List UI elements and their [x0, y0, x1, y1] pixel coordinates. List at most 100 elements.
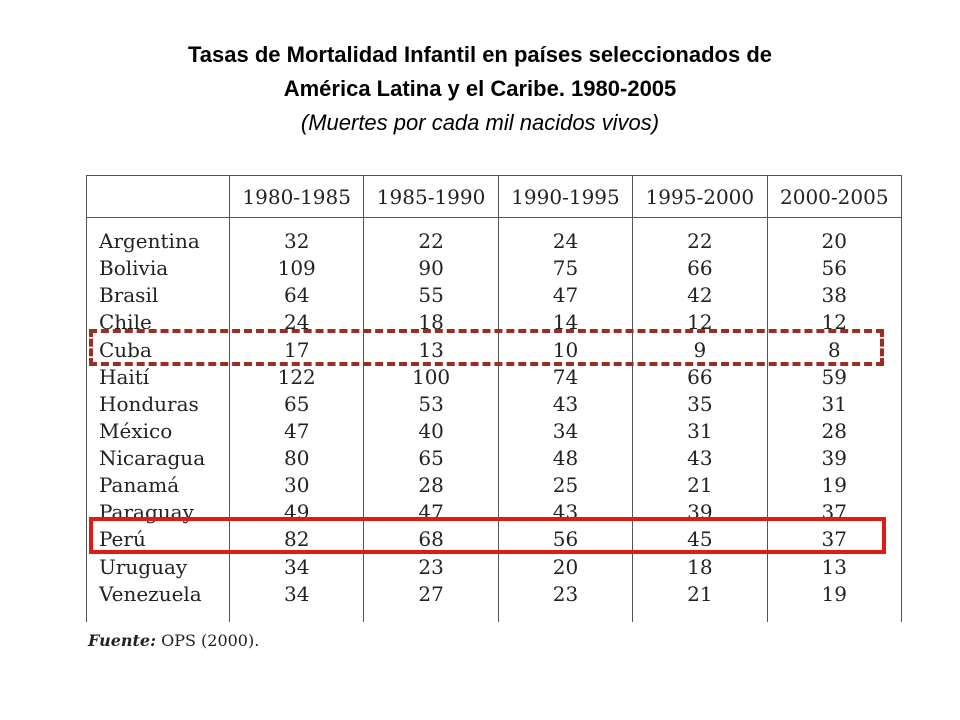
- table-row: Venezuela 34 27 23 21 19: [86, 580, 903, 622]
- value-cell: 122: [228, 363, 365, 391]
- value-cell: 9: [632, 336, 768, 364]
- header-corner-cell: [86, 175, 230, 218]
- table-row: Bolivia 109 90 75 66 56: [86, 255, 903, 283]
- value-cell: 23: [497, 580, 634, 622]
- value-cell: 21: [632, 472, 768, 500]
- value-cell: 65: [363, 445, 499, 473]
- value-cell: 66: [632, 255, 768, 283]
- country-cell: Honduras: [86, 390, 230, 418]
- value-cell: 65: [228, 390, 365, 418]
- table-row: Perú 82 68 56 45 37: [86, 526, 903, 554]
- value-cell: 43: [497, 390, 634, 418]
- value-cell: 32: [228, 217, 365, 256]
- table-row: Honduras 65 53 43 35 31: [86, 390, 903, 418]
- value-cell: 39: [766, 445, 903, 473]
- value-cell: 21: [632, 580, 768, 622]
- column-header: 2000-2005: [766, 175, 903, 218]
- value-cell: 27: [363, 580, 499, 622]
- value-cell: 53: [363, 390, 499, 418]
- mortality-table: 1980-1985 1985-1990 1990-1995 1995-2000 …: [86, 175, 903, 622]
- value-cell: 25: [497, 472, 634, 500]
- mortality-table-wrapper: 1980-1985 1985-1990 1990-1995 1995-2000 …: [86, 175, 903, 622]
- table-row: Paraguay 49 47 43 39 37: [86, 499, 903, 527]
- value-cell: 55: [363, 282, 499, 310]
- cuba-highlight-box: [89, 329, 884, 366]
- value-cell: 22: [632, 217, 768, 256]
- table-row: Cuba 17 13 10 9 8: [86, 336, 903, 364]
- column-header: 1985-1990: [363, 175, 499, 218]
- value-cell: 56: [766, 255, 903, 283]
- value-cell: 20: [497, 553, 634, 581]
- column-header: 1990-1995: [497, 175, 634, 218]
- value-cell: 68: [363, 526, 499, 554]
- value-cell: 64: [228, 282, 365, 310]
- table-row: Argentina 32 22 24 22 20: [86, 217, 903, 256]
- value-cell: 43: [632, 445, 768, 473]
- value-cell: 28: [766, 417, 903, 446]
- value-cell: 47: [228, 417, 365, 446]
- value-cell: 100: [363, 363, 499, 391]
- country-cell: México: [86, 417, 230, 446]
- table-row: Haití 122 100 74 66 59: [86, 363, 903, 391]
- country-cell: Perú: [86, 526, 230, 554]
- table-row: Panamá 30 28 25 21 19: [86, 472, 903, 500]
- value-cell: 47: [497, 282, 634, 310]
- value-cell: 48: [497, 445, 634, 473]
- value-cell: 80: [228, 445, 365, 473]
- source-note: Fuente: OPS (2000).: [88, 631, 259, 650]
- value-cell: 8: [766, 336, 903, 364]
- value-cell: 75: [497, 255, 634, 283]
- country-cell: Panamá: [86, 472, 230, 500]
- table-body: Argentina 32 22 24 22 20 Bolivia 109 90 75 66 56 Bra…: [86, 217, 903, 622]
- value-cell: 20: [766, 217, 903, 256]
- country-cell: Argentina: [86, 217, 230, 256]
- value-cell: 34: [228, 553, 365, 581]
- value-cell: 34: [228, 580, 365, 622]
- value-cell: 59: [766, 363, 903, 391]
- value-cell: 23: [363, 553, 499, 581]
- slide-subtitle: (Muertes por cada mil nacidos vivos): [300, 110, 660, 135]
- value-cell: 45: [632, 526, 768, 554]
- value-cell: 35: [632, 390, 768, 418]
- value-cell: 37: [766, 499, 903, 527]
- slide-title: Tasas de Mortalidad Infantil en países s…: [0, 38, 960, 106]
- country-cell: Haití: [86, 363, 230, 391]
- title-line-1: Tasas de Mortalidad Infantil en países s…: [188, 42, 772, 67]
- table-row: Nicaragua 80 65 48 43 39: [86, 445, 903, 473]
- country-cell: Bolivia: [86, 255, 230, 283]
- value-cell: 47: [363, 499, 499, 527]
- value-cell: 19: [766, 472, 903, 500]
- value-cell: 13: [363, 336, 499, 364]
- country-cell: Nicaragua: [86, 445, 230, 473]
- value-cell: 40: [363, 417, 499, 446]
- value-cell: 82: [228, 526, 365, 554]
- country-cell: Uruguay: [86, 553, 230, 581]
- column-header: 1995-2000: [632, 175, 768, 218]
- value-cell: 38: [766, 282, 903, 310]
- source-label: Fuente:: [88, 631, 156, 650]
- value-cell: 31: [766, 390, 903, 418]
- country-cell: Brasil: [86, 282, 230, 310]
- value-cell: 18: [632, 553, 768, 581]
- value-cell: 22: [363, 217, 499, 256]
- value-cell: 90: [363, 255, 499, 283]
- value-cell: 42: [632, 282, 768, 310]
- column-header: 1980-1985: [228, 175, 365, 218]
- country-cell: Cuba: [86, 336, 230, 364]
- value-cell: 28: [363, 472, 499, 500]
- value-cell: 66: [632, 363, 768, 391]
- value-cell: 24: [497, 217, 634, 256]
- value-cell: 109: [228, 255, 365, 283]
- value-cell: 30: [228, 472, 365, 500]
- country-cell: Venezuela: [86, 580, 230, 622]
- peru-highlight-box: [89, 517, 886, 554]
- source-text: OPS (2000).: [161, 631, 260, 650]
- value-cell: 37: [766, 526, 903, 554]
- value-cell: 31: [632, 417, 768, 446]
- value-cell: 34: [497, 417, 634, 446]
- value-cell: 56: [497, 526, 634, 554]
- table-header-row: 1980-1985 1985-1990 1990-1995 1995-2000 …: [86, 175, 903, 218]
- value-cell: 13: [766, 553, 903, 581]
- value-cell: 74: [497, 363, 634, 391]
- value-cell: 19: [766, 580, 903, 622]
